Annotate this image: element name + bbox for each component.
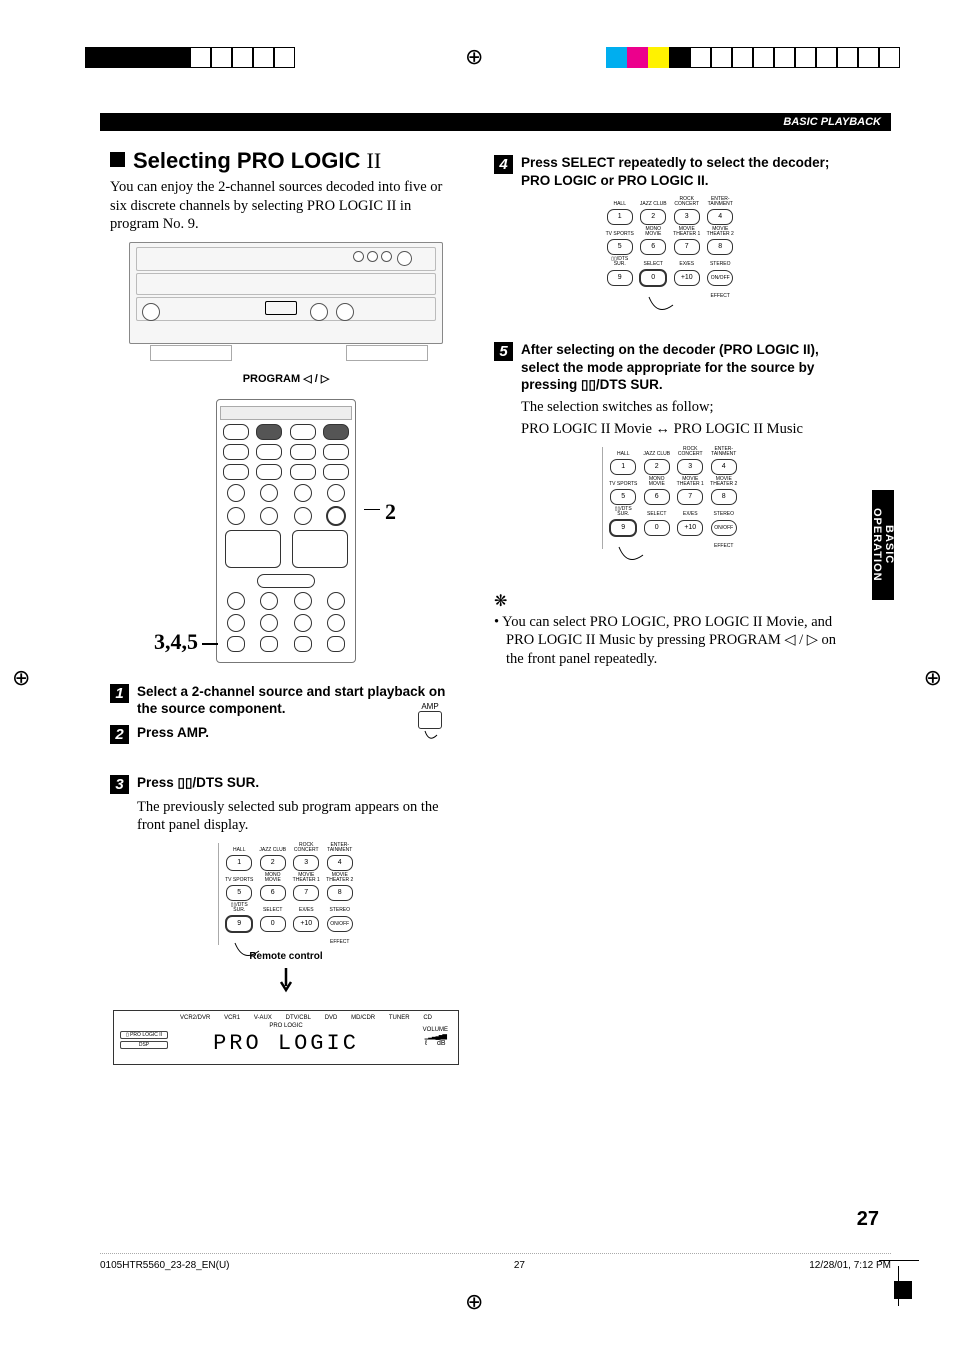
step-text: Press AMP. bbox=[137, 724, 209, 744]
footer: 0105HTR5560_23-28_EN(U) 27 12/28/01, 7:1… bbox=[100, 1253, 891, 1271]
crosshair-icon: ⊕ bbox=[465, 44, 483, 70]
front-panel-display: ▯ PRO LOGIC II DSP VCR2/DVRVCR1V-AUXDTV/… bbox=[113, 1010, 459, 1065]
black-registration-bar bbox=[85, 47, 295, 73]
keypad-illustration-4: HALLJAZZ CLUBROCK CONCERTENTER-TAINMENT1… bbox=[605, 197, 735, 299]
receiver-illustration bbox=[129, 242, 443, 344]
remote-control-label: Remote control bbox=[110, 951, 462, 962]
step-5-body2: PRO LOGIC II Movie ↔ PRO LOGIC II Music bbox=[521, 420, 846, 439]
square-bullet-icon bbox=[110, 152, 125, 167]
footer-page: 27 bbox=[514, 1260, 525, 1271]
right-column: 4 Press SELECT repeatedly to select the … bbox=[494, 148, 846, 672]
step-number: 3 bbox=[110, 775, 129, 794]
step-4: 4 Press SELECT repeatedly to select the … bbox=[494, 154, 846, 189]
step-5-body1: The selection switches as follow; bbox=[521, 398, 846, 417]
corner-mark-icon bbox=[894, 1281, 912, 1299]
color-registration-bar bbox=[606, 47, 900, 73]
manual-page: ⊕ ⊕ ⊕ ⊕ BASIC PLAYBACK Selecting PRO LOG… bbox=[0, 0, 954, 1351]
down-arrow-icon bbox=[110, 968, 462, 1000]
step-3-body: The previously selected sub program appe… bbox=[137, 798, 462, 835]
trim-mark-icon bbox=[869, 1231, 919, 1281]
remote-illustration bbox=[216, 399, 356, 663]
step-text: Select a 2-channel source and start play… bbox=[137, 683, 462, 718]
section-tab: BASICOPERATION bbox=[872, 490, 894, 600]
print-marks-top: ⊕ bbox=[0, 44, 954, 74]
crosshair-icon: ⊕ bbox=[465, 1289, 483, 1315]
callout-2: 2 bbox=[385, 499, 396, 525]
volume-indicator: VOLUME ▁▂▃▄▅▆ ℓ dB bbox=[423, 1027, 448, 1047]
amp-button-icon: AMP bbox=[418, 702, 442, 745]
step-number: 5 bbox=[494, 342, 513, 361]
footer-file: 0105HTR5560_23-28_EN(U) bbox=[100, 1260, 230, 1271]
program-label: PROGRAM ◁ / ▷ bbox=[110, 372, 462, 385]
step-number: 1 bbox=[110, 684, 129, 703]
step-2: 2 Press AMP. AMP bbox=[110, 724, 462, 744]
display-subtitle: PRO LOGIC bbox=[120, 1023, 452, 1029]
step-text: Press ▯▯/DTS SUR. bbox=[137, 774, 259, 794]
step-1: 1 Select a 2-channel source and start pl… bbox=[110, 683, 462, 718]
keypad-illustration-3: HALLJAZZ CLUBROCK CONCERTENTER-TAINMENT1… bbox=[218, 843, 355, 945]
roman-two: II bbox=[367, 148, 382, 173]
tip-icon: ❋ bbox=[494, 591, 846, 611]
crosshair-icon: ⊕ bbox=[12, 665, 30, 691]
step-3: 3 Press ▯▯/DTS SUR. bbox=[110, 774, 462, 794]
crosshair-icon: ⊕ bbox=[924, 665, 942, 691]
step-number: 2 bbox=[110, 725, 129, 744]
badge-dsp: DSP bbox=[120, 1041, 168, 1049]
step-number: 4 bbox=[494, 155, 513, 174]
keypad-illustration-5: HALLJAZZ CLUBROCK CONCERTENTER-TAINMENT1… bbox=[602, 447, 739, 549]
left-column: Selecting PRO LOGIC II You can enjoy the… bbox=[110, 148, 462, 1065]
display-main-text: PRO LOGIC bbox=[120, 1031, 452, 1056]
page-number: 27 bbox=[857, 1208, 879, 1231]
step-text: Press SELECT repeatedly to select the de… bbox=[521, 154, 846, 189]
title-text: Selecting PRO LOGIC bbox=[133, 148, 360, 173]
step-text: After selecting on the decoder (PRO LOGI… bbox=[521, 341, 846, 394]
section-header-bar: BASIC PLAYBACK bbox=[100, 113, 891, 131]
badge-prologric: ▯ PRO LOGIC II bbox=[120, 1031, 168, 1039]
tip-text: You can select PRO LOGIC, PRO LOGIC II M… bbox=[494, 613, 846, 669]
step-5: 5 After selecting on the decoder (PRO LO… bbox=[494, 341, 846, 394]
section-title: Selecting PRO LOGIC II bbox=[110, 148, 462, 174]
intro-paragraph: You can enjoy the 2-channel sources deco… bbox=[110, 178, 462, 234]
callout-345: 3,4,5 bbox=[154, 629, 198, 655]
